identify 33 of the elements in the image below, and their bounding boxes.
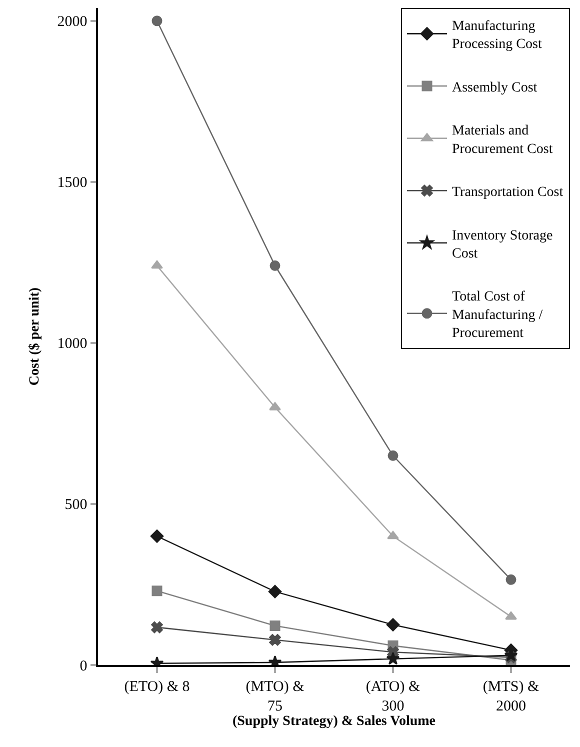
point [386, 652, 400, 665]
point [269, 634, 281, 646]
y-tick-label: 1500 [57, 175, 88, 192]
legend-label: Materials and Procurement Cost [452, 124, 553, 157]
y-tick-label: 0 [80, 658, 88, 674]
point [152, 16, 162, 26]
legend-label: Total Cost of Manufacturing / Procurement [452, 290, 543, 342]
y-tick-label: 2000 [57, 14, 88, 30]
x-tick-label: (ATO) & 300 [366, 678, 420, 714]
point [387, 530, 399, 540]
y-tick-label: 500 [64, 497, 88, 514]
legend-label: Assembly Cost [452, 80, 538, 96]
x-tick-label: (MTS) & 2000 [482, 678, 540, 714]
point [150, 530, 164, 543]
point [388, 450, 398, 461]
point [152, 586, 162, 596]
point [506, 574, 516, 585]
point [270, 620, 280, 631]
legend-label: Inventory Storage Cost [452, 228, 553, 262]
legend-label: Manufacturing Processing Cost [452, 19, 542, 52]
legend-label: Transportation Cost [452, 185, 564, 200]
y-axis-title: Cost ($ per unit) [27, 287, 42, 386]
point [505, 611, 517, 620]
point [386, 618, 400, 632]
point [151, 621, 163, 634]
x-tick-label: (ETO) & 8 [124, 678, 190, 695]
point [268, 584, 282, 598]
x-axis-title: (Supply Strategy) & Sales Volume [232, 714, 436, 730]
point [151, 260, 163, 269]
point [269, 402, 281, 410]
x-tick-label: (MTO) & 75 [246, 678, 305, 714]
point [270, 260, 280, 271]
y-tick-label: 1000 [57, 336, 88, 352]
